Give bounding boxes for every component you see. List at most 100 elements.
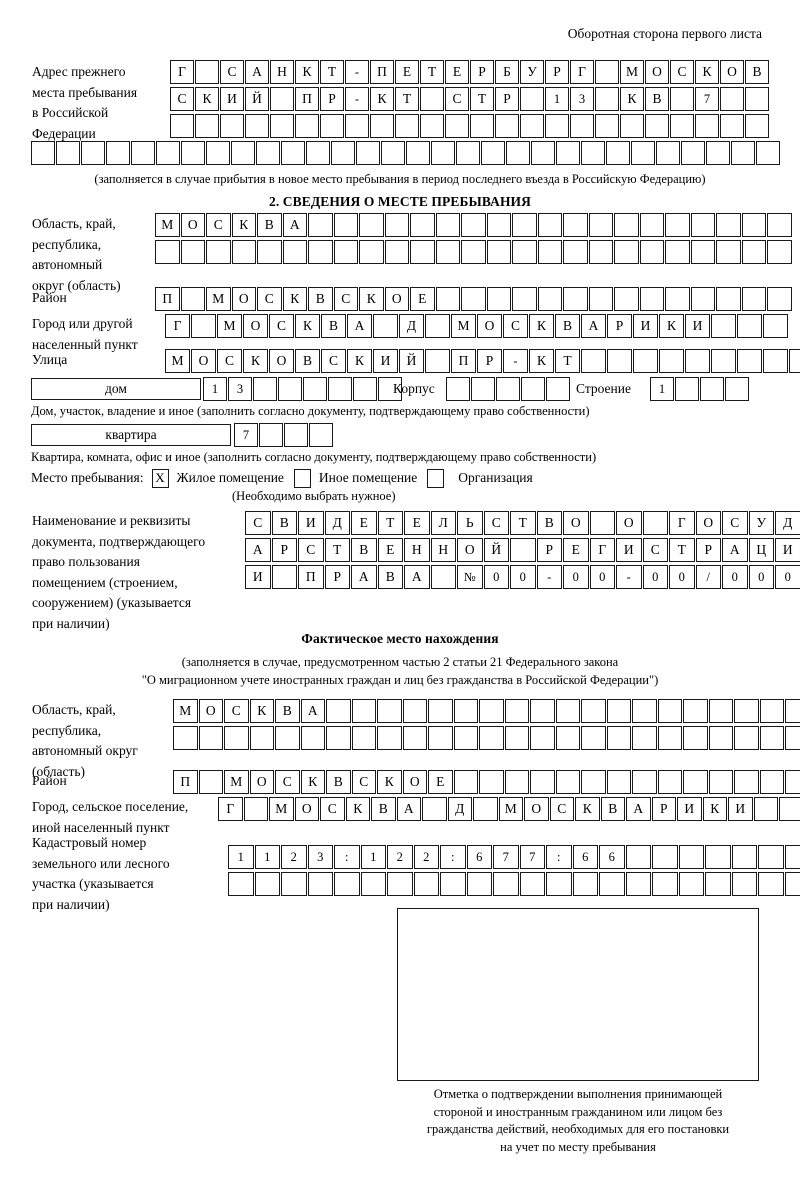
char-box[interactable]: [428, 726, 453, 750]
char-box[interactable]: В: [295, 349, 320, 373]
char-box[interactable]: Г: [170, 60, 194, 84]
char-box[interactable]: [785, 726, 800, 750]
char-box[interactable]: [734, 726, 759, 750]
char-box[interactable]: [431, 141, 455, 165]
char-box[interactable]: 1: [360, 845, 386, 869]
char-box[interactable]: С: [245, 511, 271, 535]
char-box[interactable]: [767, 240, 792, 264]
char-box[interactable]: О: [457, 538, 483, 562]
char-box[interactable]: В: [351, 538, 377, 562]
char-box[interactable]: [282, 240, 307, 264]
char-box[interactable]: В: [371, 797, 396, 821]
char-box[interactable]: С: [722, 511, 748, 535]
char-box[interactable]: И: [245, 565, 271, 589]
char-box[interactable]: О: [269, 349, 294, 373]
char-box[interactable]: [496, 377, 520, 401]
char-box[interactable]: 1: [650, 377, 674, 401]
char-box[interactable]: [706, 141, 730, 165]
char-box[interactable]: [779, 797, 800, 821]
char-box[interactable]: П: [173, 770, 198, 794]
char-box[interactable]: [520, 87, 544, 111]
char-box[interactable]: [333, 213, 358, 237]
char-box[interactable]: [716, 240, 741, 264]
char-box[interactable]: [353, 377, 377, 401]
char-box[interactable]: В: [745, 60, 769, 84]
char-box[interactable]: [737, 314, 762, 338]
char-box[interactable]: [377, 726, 402, 750]
char-box[interactable]: С: [483, 511, 509, 535]
char-box[interactable]: К: [695, 60, 719, 84]
char-box[interactable]: Е: [404, 511, 430, 535]
char-box[interactable]: 0: [775, 565, 800, 589]
char-box[interactable]: [785, 699, 800, 723]
char-box[interactable]: С: [670, 60, 694, 84]
char-box[interactable]: 7: [519, 845, 545, 869]
char-box[interactable]: О: [720, 60, 744, 84]
char-box[interactable]: О: [402, 770, 427, 794]
char-box[interactable]: А: [300, 699, 325, 723]
char-box[interactable]: [435, 240, 460, 264]
char-box[interactable]: [284, 423, 308, 447]
char-box[interactable]: [705, 872, 731, 896]
char-box[interactable]: В: [600, 797, 625, 821]
char-box[interactable]: [206, 141, 230, 165]
char-box[interactable]: М: [165, 349, 190, 373]
char-box[interactable]: С: [224, 699, 249, 723]
char-box[interactable]: :: [546, 845, 572, 869]
char-box[interactable]: [581, 141, 605, 165]
char-box[interactable]: Е: [351, 511, 377, 535]
char-box[interactable]: [275, 726, 300, 750]
char-box[interactable]: [595, 87, 619, 111]
char-box[interactable]: А: [722, 538, 748, 562]
char-box[interactable]: [555, 726, 580, 750]
char-box[interactable]: [734, 699, 759, 723]
char-box[interactable]: И: [633, 314, 658, 338]
char-box[interactable]: [410, 240, 435, 264]
char-box[interactable]: [731, 872, 757, 896]
char-box[interactable]: Т: [324, 538, 350, 562]
char-box[interactable]: Т: [470, 87, 494, 111]
char-box[interactable]: А: [404, 565, 430, 589]
char-box[interactable]: [705, 845, 731, 869]
char-box[interactable]: [546, 872, 572, 896]
char-box[interactable]: Р: [320, 87, 344, 111]
char-box[interactable]: [745, 87, 769, 111]
char-box[interactable]: [625, 845, 651, 869]
char-box[interactable]: [453, 699, 478, 723]
char-box[interactable]: [599, 872, 625, 896]
char-box[interactable]: С: [549, 797, 574, 821]
char-box[interactable]: [606, 770, 631, 794]
char-box[interactable]: 7: [695, 87, 719, 111]
char-box[interactable]: [737, 349, 762, 373]
char-box[interactable]: -: [345, 87, 369, 111]
char-box[interactable]: [270, 87, 294, 111]
char-box[interactable]: [156, 141, 180, 165]
char-box[interactable]: [131, 141, 155, 165]
char-box[interactable]: О: [384, 287, 409, 311]
char-box[interactable]: [243, 797, 268, 821]
char-box[interactable]: О: [243, 314, 268, 338]
char-box[interactable]: К: [347, 349, 372, 373]
char-box[interactable]: [652, 872, 678, 896]
char-box[interactable]: [725, 377, 749, 401]
char-box[interactable]: [328, 377, 352, 401]
char-box[interactable]: [56, 141, 80, 165]
char-box[interactable]: 0: [642, 565, 668, 589]
char-box[interactable]: О: [231, 287, 256, 311]
char-box[interactable]: [506, 141, 530, 165]
char-box[interactable]: [320, 114, 344, 138]
char-box[interactable]: М: [224, 770, 249, 794]
char-box[interactable]: [741, 287, 766, 311]
char-box[interactable]: [206, 240, 231, 264]
korpus-boxes[interactable]: [446, 377, 570, 401]
char-box[interactable]: 3: [228, 377, 252, 401]
char-box[interactable]: [606, 141, 630, 165]
char-box[interactable]: К: [345, 797, 370, 821]
char-box[interactable]: К: [359, 287, 384, 311]
char-box[interactable]: [359, 240, 384, 264]
